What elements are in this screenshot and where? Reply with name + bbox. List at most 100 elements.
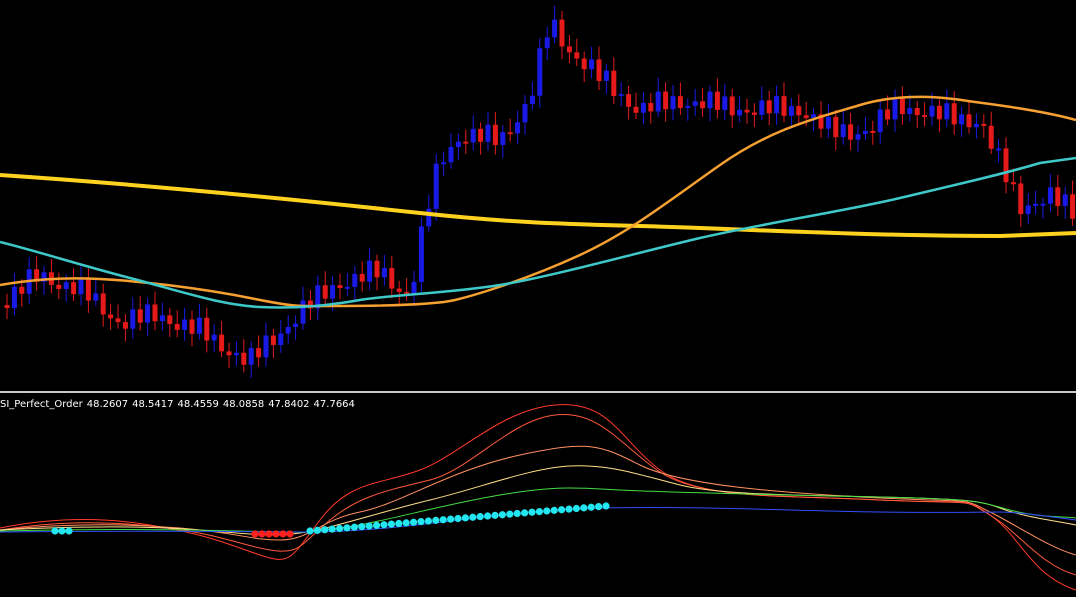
candle-body xyxy=(411,281,417,294)
candle-body xyxy=(1018,183,1024,215)
candle-body xyxy=(189,319,195,334)
candle-body xyxy=(825,116,831,129)
indicator-value: 48.0858 xyxy=(223,399,264,410)
candle-body xyxy=(996,148,1002,151)
candle-body xyxy=(811,114,817,119)
candle-body xyxy=(1040,203,1046,206)
candle-body xyxy=(78,277,84,295)
candle-body xyxy=(618,94,624,97)
signal-dot xyxy=(313,526,321,534)
candle-body xyxy=(640,102,646,113)
signal-dot xyxy=(476,513,484,521)
candle-body xyxy=(566,46,572,53)
candle-body xyxy=(870,130,876,133)
candle-body xyxy=(196,317,202,334)
signal-dot xyxy=(286,530,294,538)
candle-body xyxy=(589,59,595,70)
candle-body xyxy=(137,309,143,323)
candle-body xyxy=(663,91,669,110)
candle-body xyxy=(278,333,284,346)
candle-body xyxy=(315,285,321,309)
moving-average-fast xyxy=(0,156,1076,309)
signal-dot xyxy=(395,519,403,528)
indicator-name: SI_Perfect_Order xyxy=(0,399,84,410)
signal-dot xyxy=(402,519,410,527)
candle-body xyxy=(670,96,676,110)
signal-dot xyxy=(572,504,581,513)
candle-body xyxy=(344,286,350,289)
candle-body xyxy=(744,109,750,113)
candle-body xyxy=(174,324,180,330)
candle-body xyxy=(248,348,254,365)
candle-body xyxy=(559,19,565,47)
candle-body xyxy=(700,101,706,109)
candle-body xyxy=(862,130,868,135)
candle-body xyxy=(892,98,898,120)
candle-body xyxy=(552,19,558,38)
signal-dot xyxy=(380,521,388,529)
candle-body xyxy=(404,291,410,294)
candle-body xyxy=(1047,187,1053,204)
signal-dot xyxy=(321,526,329,534)
candle-body xyxy=(751,112,757,115)
signal-dot xyxy=(279,530,287,538)
indicator-value: 48.5417 xyxy=(132,399,173,410)
signal-dot xyxy=(265,530,273,538)
candle-body xyxy=(93,293,99,301)
signal-dot xyxy=(251,530,259,538)
candle-body xyxy=(492,124,498,146)
candle-body xyxy=(115,318,121,323)
candle-body xyxy=(470,128,476,143)
candle-body xyxy=(818,114,824,129)
candle-body xyxy=(544,37,550,49)
candle-body xyxy=(885,109,891,120)
candle-body xyxy=(537,48,543,96)
indicator-value: 47.7664 xyxy=(314,399,355,410)
candle-body xyxy=(626,94,632,107)
indicator-line xyxy=(0,487,1076,533)
signal-dot xyxy=(387,520,395,528)
signal-dot xyxy=(454,514,462,523)
candle-body xyxy=(263,335,269,358)
candle-body xyxy=(603,70,609,81)
candle-body xyxy=(796,106,802,116)
candle-body xyxy=(907,108,913,115)
candle-body xyxy=(677,96,683,108)
candle-body xyxy=(367,260,373,282)
candle-body xyxy=(722,96,728,110)
signal-dot xyxy=(272,530,280,538)
signal-dot xyxy=(424,517,432,525)
candle-body xyxy=(944,103,950,120)
candle-body xyxy=(966,114,972,128)
candle-body xyxy=(1025,205,1031,215)
candle-body xyxy=(581,58,587,70)
candle-body xyxy=(840,124,846,138)
candle-body xyxy=(167,315,173,325)
candle-body xyxy=(936,105,942,120)
signal-dot xyxy=(595,503,603,511)
indicator-value: 47.8402 xyxy=(268,399,309,410)
signal-dot xyxy=(350,523,358,531)
signal-dot xyxy=(580,504,588,512)
candle-body xyxy=(211,334,217,341)
signal-dot xyxy=(461,514,469,522)
candle-body xyxy=(130,309,136,329)
candle-body xyxy=(981,123,987,126)
candle-body xyxy=(455,141,461,147)
candle-body xyxy=(611,70,617,97)
candle-body xyxy=(226,351,232,356)
signal-dot xyxy=(513,509,521,518)
candle-body xyxy=(145,304,151,323)
candle-body xyxy=(322,285,328,299)
candle-body xyxy=(959,114,965,125)
candle-body xyxy=(574,52,580,59)
candle-body xyxy=(19,286,25,294)
indicator-value: 48.4559 xyxy=(177,399,218,410)
signal-dot xyxy=(65,527,73,535)
candle-body xyxy=(774,96,780,114)
candle-body xyxy=(929,105,935,117)
candle-body xyxy=(219,334,225,352)
candle-body xyxy=(330,285,336,299)
candle-body xyxy=(633,106,639,113)
